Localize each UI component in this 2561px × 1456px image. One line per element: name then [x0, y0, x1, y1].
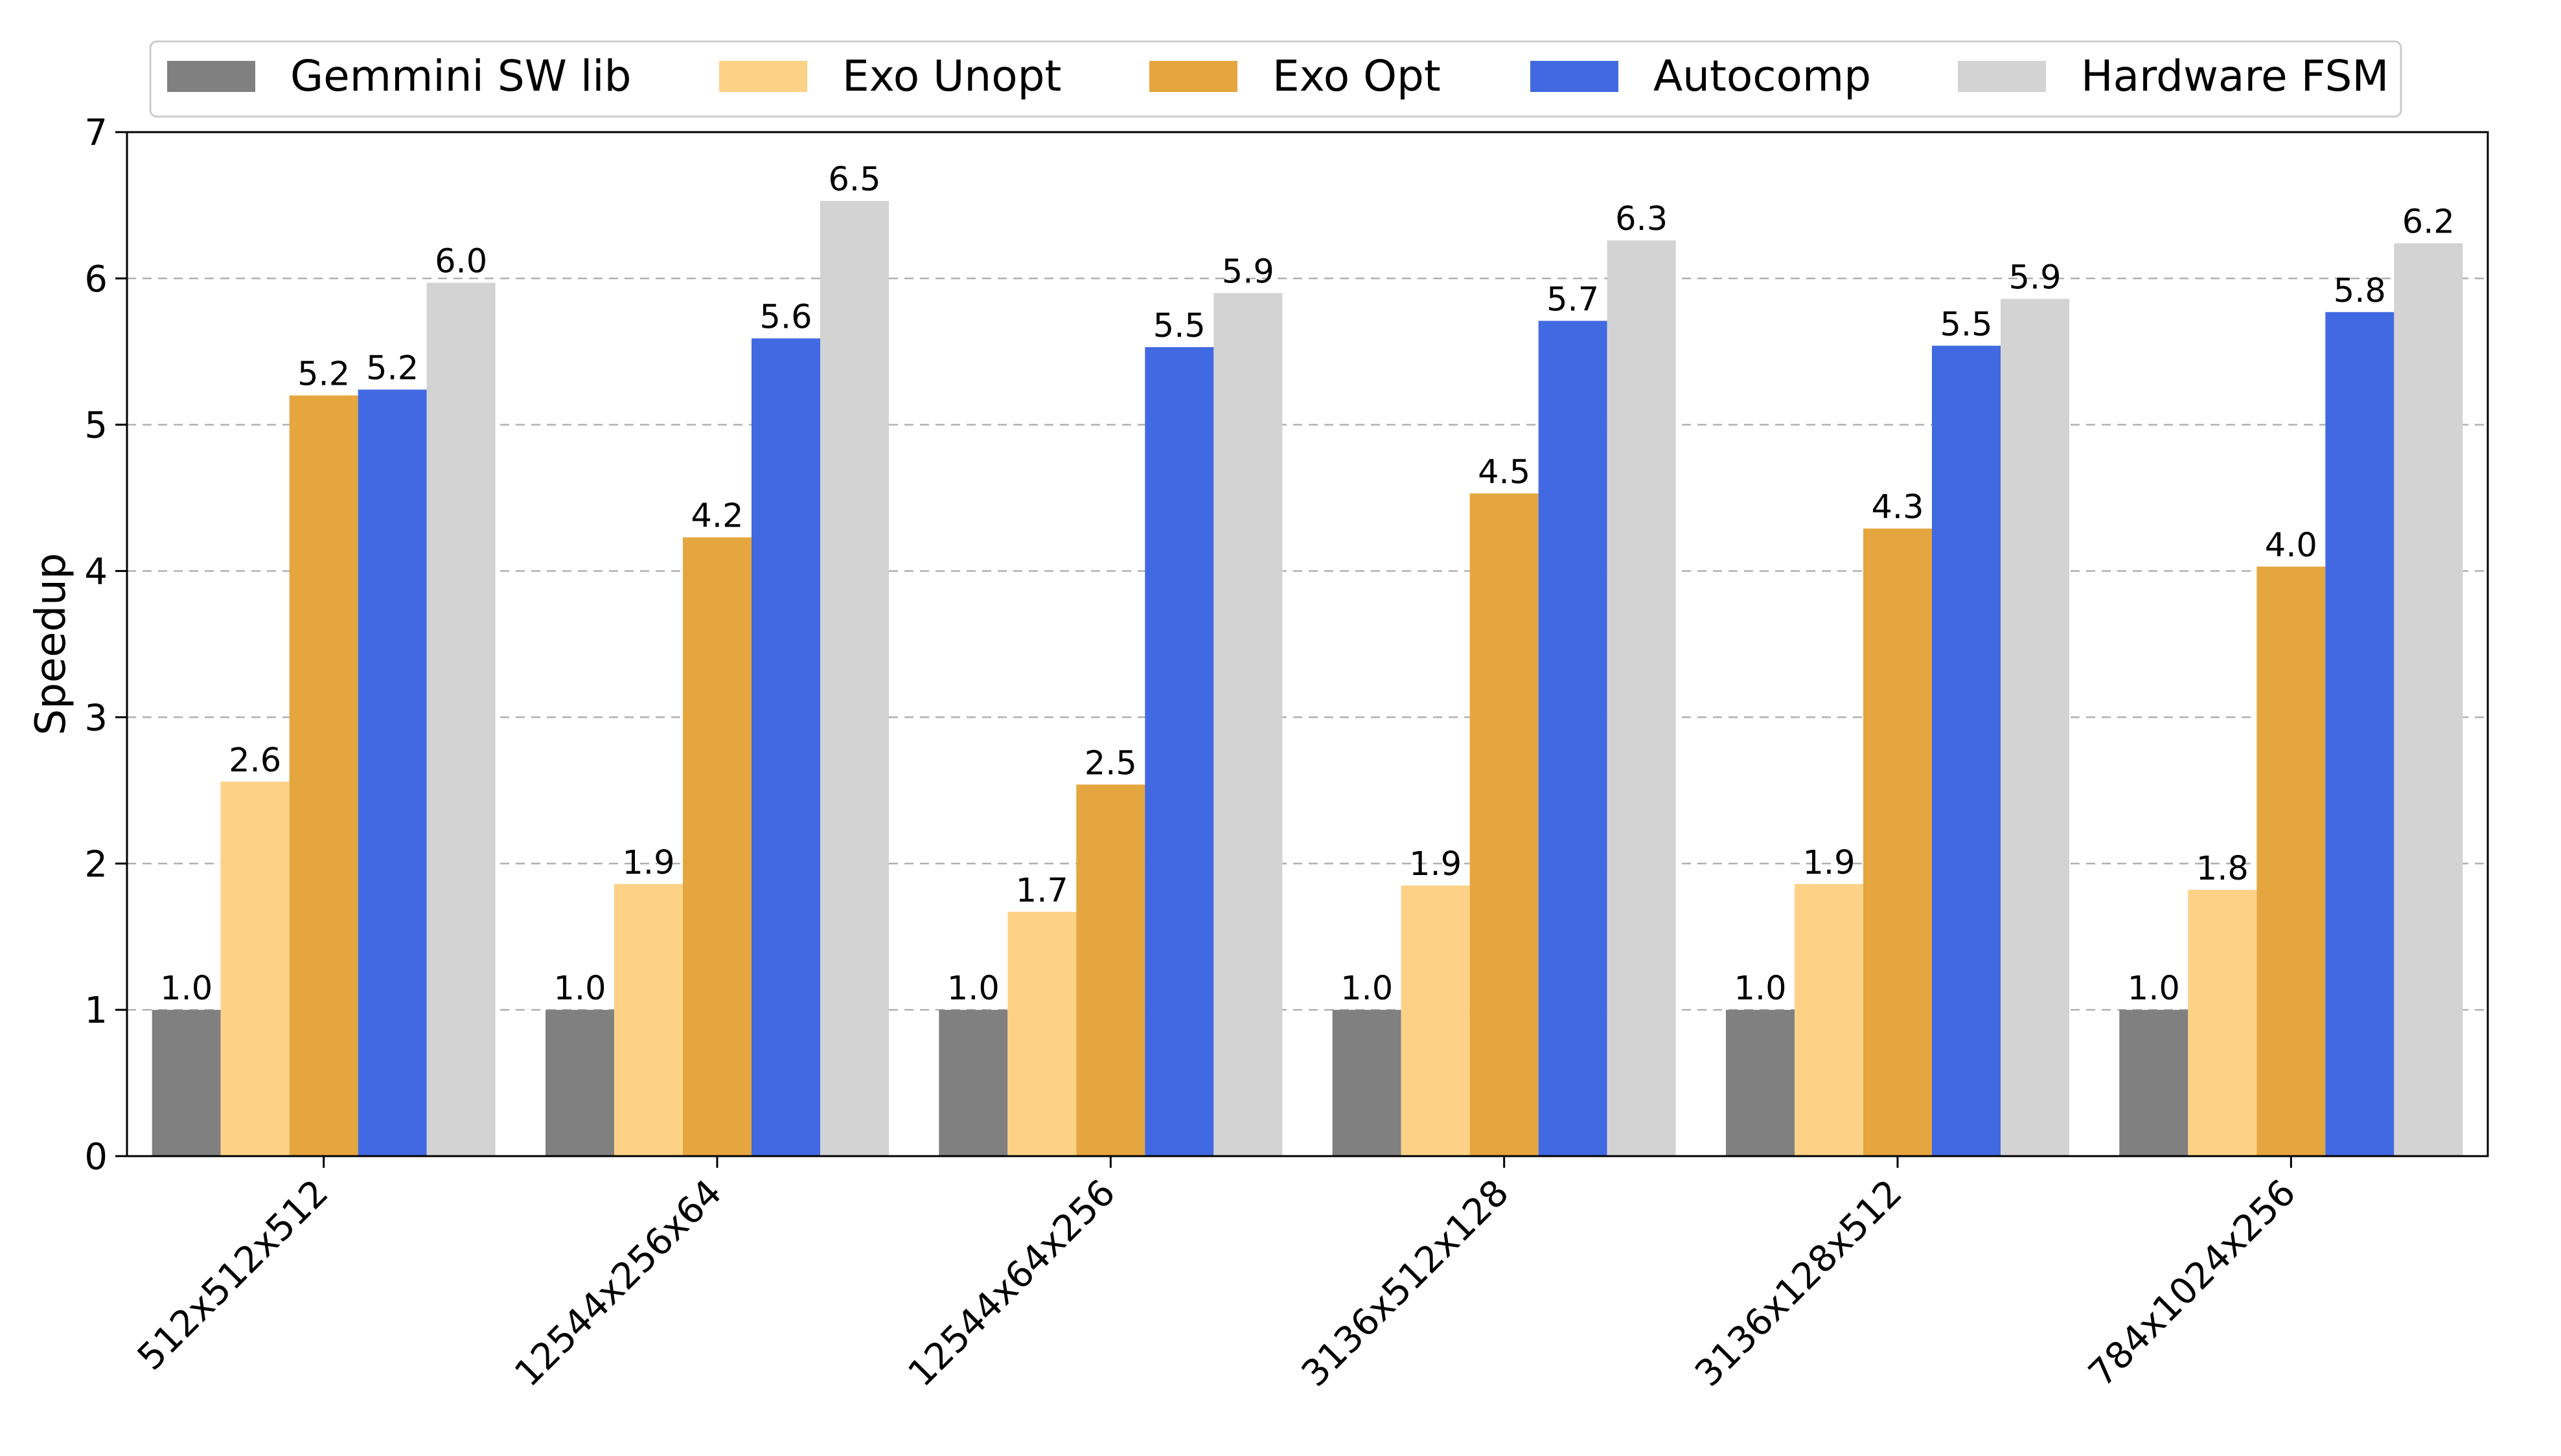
bar-1-1 — [614, 883, 683, 1156]
bar-4-0 — [426, 282, 496, 1157]
y-tick-label-0: 0 — [84, 1136, 108, 1178]
data-label-3-0: 5.2 — [366, 350, 419, 388]
data-label-4-5: 6.2 — [2402, 203, 2455, 242]
data-label-1-2: 1.7 — [1016, 872, 1068, 910]
legend-swatch-4 — [1958, 61, 2046, 92]
x-tick-label-0: 512x512x512 — [130, 1172, 337, 1379]
bar-3-1 — [752, 338, 820, 1157]
legend-swatch-0 — [167, 61, 255, 92]
data-label-1-4: 1.9 — [1802, 844, 1855, 882]
bar-2-2 — [1076, 784, 1145, 1156]
data-label-0-4: 1.0 — [1734, 970, 1786, 1008]
legend: Gemmini SW lib Exo Unopt Exo Opt Autocomp Ha… — [149, 40, 2402, 118]
y-tick-label-1: 1 — [84, 990, 108, 1032]
legend-swatch-1 — [719, 61, 807, 92]
bar-3-4 — [1932, 345, 2001, 1156]
bar-4-3 — [1607, 240, 1676, 1156]
data-label-3-4: 5.5 — [1940, 306, 1992, 344]
bar-0-3 — [1332, 1010, 1401, 1156]
data-label-2-2: 2.5 — [1085, 744, 1137, 782]
legend-label-2: Exo Opt — [1272, 51, 1441, 101]
data-label-1-0: 2.6 — [229, 742, 281, 780]
x-axis: 512x512x512 12544x256x64 12544x64x256 3136x… — [130, 1156, 2304, 1395]
y-tick-label-6: 6 — [84, 258, 108, 301]
data-label-3-5: 5.8 — [2334, 272, 2386, 310]
y-axis: 0 1 2 3 4 5 6 7 — [84, 112, 127, 1178]
data-label-0-0: 1.0 — [160, 970, 212, 1008]
bar-4-1 — [820, 201, 889, 1157]
legend-swatch-3 — [1530, 61, 1618, 92]
bar-2-0 — [289, 395, 358, 1156]
legend-swatch-2 — [1149, 61, 1237, 92]
bar-1-4 — [1795, 883, 1863, 1156]
data-label-3-2: 5.5 — [1153, 307, 1206, 345]
bar-1-3 — [1401, 885, 1470, 1156]
bar-3-3 — [1538, 321, 1607, 1156]
bar-0-5 — [2119, 1010, 2188, 1156]
data-label-0-3: 1.0 — [1340, 970, 1393, 1008]
bar-1-5 — [2188, 889, 2257, 1156]
bar-3-0 — [358, 389, 427, 1156]
x-tick-label-3: 3136x512x128 — [1294, 1172, 1517, 1395]
y-tick-label-2: 2 — [84, 843, 108, 885]
bar-0-2 — [939, 1010, 1008, 1156]
legend-label-4: Hardware FSM — [2081, 51, 2389, 101]
bar-2-4 — [1863, 529, 1932, 1156]
bar-2-5 — [2257, 566, 2326, 1156]
bar-0-4 — [1726, 1010, 1795, 1156]
bar-4-4 — [2001, 299, 2069, 1156]
bar-2-1 — [683, 537, 752, 1156]
data-label-1-5: 1.8 — [2196, 850, 2249, 888]
legend-label-1: Exo Unopt — [842, 51, 1061, 101]
data-label-0-5: 1.0 — [2128, 970, 2180, 1008]
data-labels: 1.0 2.6 5.2 5.2 6.0 1.0 1.9 4.2 5.6 6.5 1.0 1.7 2.5 5… — [160, 161, 2455, 1008]
y-tick-label-3: 3 — [84, 697, 108, 739]
bar-3-5 — [2325, 312, 2394, 1156]
plot-frame — [126, 131, 2489, 1157]
legend-label-3: Autocomp — [1653, 51, 1871, 101]
data-label-2-5: 4.0 — [2265, 527, 2317, 565]
data-label-3-1: 5.6 — [759, 298, 812, 336]
bar-0-0 — [152, 1010, 221, 1156]
data-label-0-2: 1.0 — [947, 970, 1000, 1008]
data-label-2-0: 5.2 — [297, 356, 350, 394]
data-label-4-3: 6.3 — [1615, 200, 1668, 238]
bar-4-2 — [1213, 293, 1283, 1156]
bar-2-3 — [1469, 493, 1539, 1156]
legend-label-0: Gemmini SW lib — [290, 51, 632, 101]
bars — [152, 201, 2463, 1157]
bar-3-2 — [1145, 347, 1214, 1156]
data-label-1-3: 1.9 — [1409, 845, 1462, 883]
data-label-4-0: 6.0 — [435, 243, 487, 281]
data-label-2-3: 4.5 — [1478, 453, 1530, 492]
data-label-2-1: 4.2 — [691, 497, 743, 536]
legend-box — [149, 40, 2402, 118]
bar-1-2 — [1007, 911, 1077, 1156]
x-tick-label-4: 3136x128x512 — [1687, 1172, 1911, 1395]
x-tick-label-2: 12544x64x256 — [900, 1172, 1123, 1395]
data-label-0-1: 1.0 — [553, 970, 606, 1008]
grid-lines — [127, 277, 2488, 1011]
y-tick-label-5: 5 — [84, 405, 108, 447]
y-tick-label-4: 4 — [84, 551, 108, 593]
data-label-2-4: 4.3 — [1871, 488, 1924, 527]
y-tick-label-7: 7 — [84, 112, 108, 154]
x-tick-label-1: 12544x256x64 — [507, 1172, 730, 1395]
bar-0-1 — [546, 1010, 614, 1156]
y-axis-label: Speedup — [27, 553, 75, 736]
data-label-4-2: 5.9 — [1222, 253, 1274, 291]
data-label-3-3: 5.7 — [1546, 280, 1599, 319]
bar-1-0 — [220, 781, 290, 1156]
data-label-1-1: 1.9 — [622, 844, 674, 882]
data-label-4-1: 6.5 — [828, 161, 880, 199]
data-label-4-4: 5.9 — [2008, 258, 2061, 297]
x-tick-label-5: 784x1024x256 — [2080, 1172, 2304, 1395]
bar-4-5 — [2394, 243, 2463, 1157]
